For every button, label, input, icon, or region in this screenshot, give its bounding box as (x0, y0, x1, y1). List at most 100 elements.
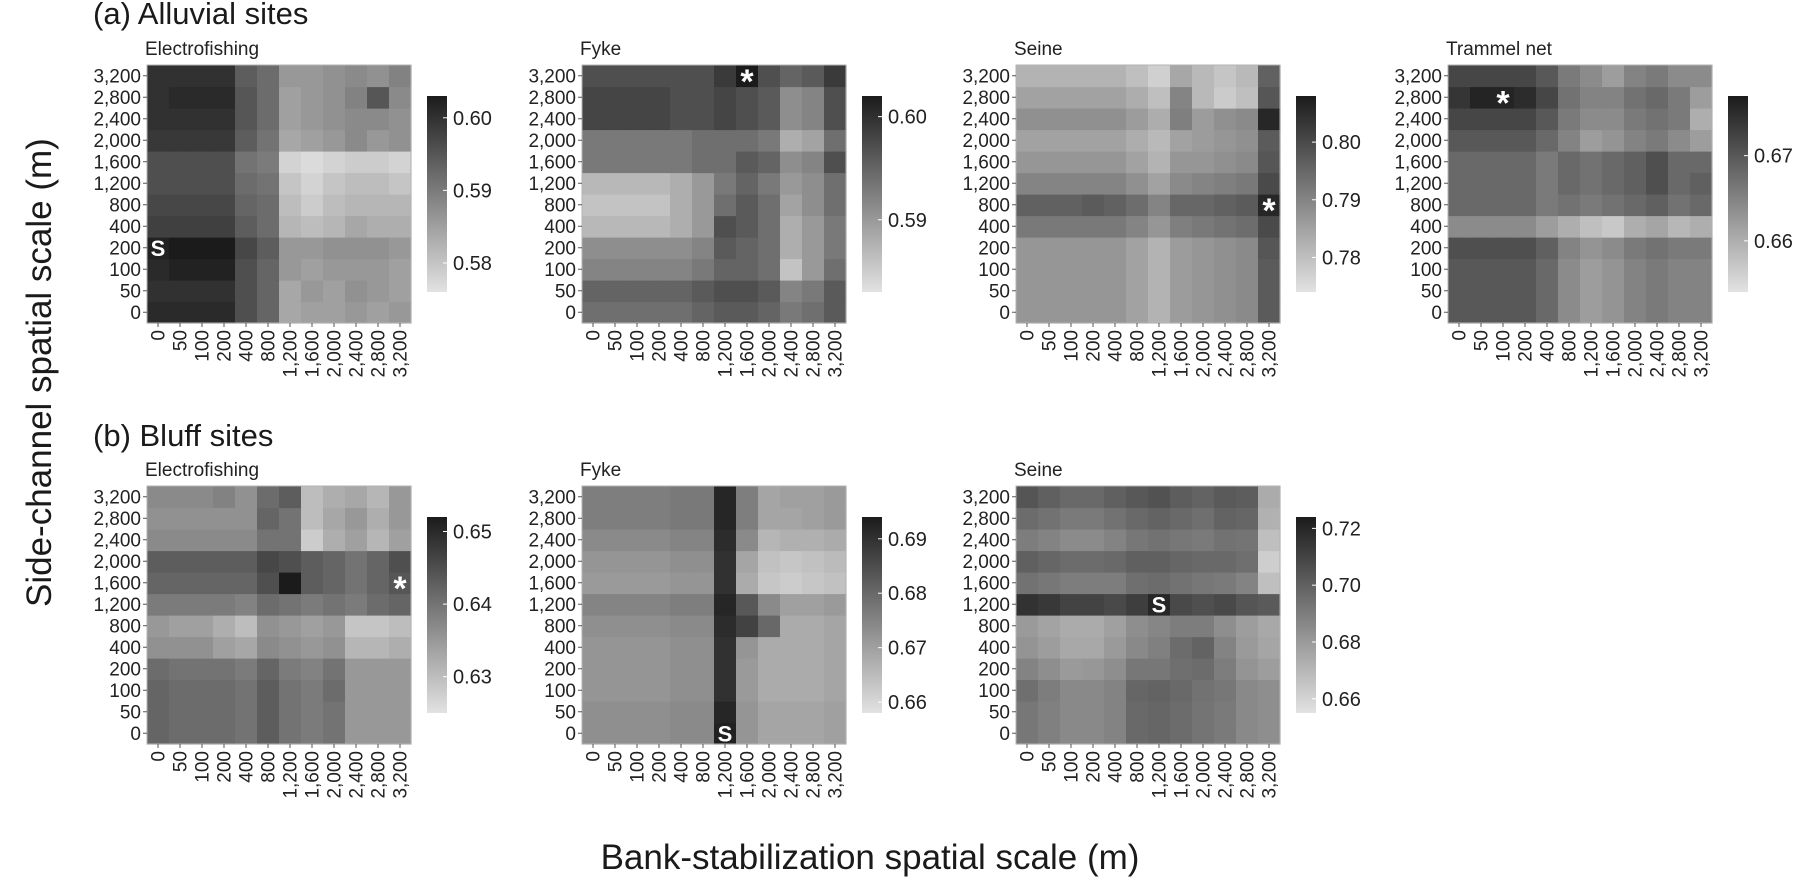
heatmap-cell (1624, 151, 1647, 174)
heatmap-cell (1236, 593, 1259, 616)
heatmap-cell (191, 679, 214, 702)
legend-tick-label: 0.58 (453, 253, 492, 275)
heatmap-cell (1148, 301, 1171, 324)
y-tick-label: 3,200 (93, 66, 141, 87)
heatmap-cell (1038, 593, 1061, 616)
heatmap-cell (1192, 151, 1215, 174)
x-tick-label: 1,600 (1172, 751, 1193, 799)
heatmap-cell (648, 722, 671, 745)
heatmap-cell (1258, 258, 1281, 281)
heatmap-cell (279, 550, 302, 573)
heatmap-cell (1016, 86, 1039, 109)
heatmap-cell (1082, 86, 1105, 109)
heatmap-cell (604, 529, 627, 552)
heatmap-cell (1192, 593, 1215, 616)
heatmap-cell (345, 486, 368, 509)
heatmap-cell (648, 529, 671, 552)
heatmap-cell (1514, 129, 1537, 152)
heatmap-cell (235, 593, 258, 616)
y-tick-label: 100 (544, 681, 576, 702)
y-tick-label: 2,000 (93, 131, 141, 152)
heatmap-cell (626, 486, 649, 509)
heatmap-cell (323, 636, 346, 659)
x-tick-label: 100 (1062, 751, 1083, 783)
heatmap-cell (367, 507, 390, 530)
heatmap-cell (626, 636, 649, 659)
heatmap-cell (1646, 108, 1669, 131)
heatmap-cell (1104, 550, 1127, 573)
heatmap-cell (1082, 215, 1105, 238)
heatmap-cell (323, 593, 346, 616)
heatmap-cell (1470, 237, 1493, 260)
heatmap-cell (1060, 258, 1083, 281)
heatmap-cell (758, 507, 781, 530)
heatmap-cell (1536, 172, 1559, 195)
heatmap-cell (213, 658, 236, 681)
heatmap-cell (1038, 615, 1061, 638)
heatmap-cell (692, 658, 715, 681)
heatmap-cell (367, 86, 390, 109)
legend-colorbar (862, 517, 882, 713)
heatmap-cell (1104, 615, 1127, 638)
heatmap-cell (367, 280, 390, 303)
heatmap-cell (1492, 108, 1515, 131)
heatmap-cell (582, 65, 605, 88)
heatmap-cell (389, 172, 412, 195)
legend-tick-label: 0.60 (453, 108, 492, 130)
y-tick-label: 100 (1410, 260, 1442, 281)
heatmap-cell (626, 258, 649, 281)
heatmap-cell (714, 65, 737, 88)
x-tick-label: 3,200 (826, 751, 847, 799)
heatmap-panel: Trammel net0501002004008001,2001,6002,00… (1394, 39, 1792, 378)
heatmap-cell (604, 108, 627, 131)
heatmap-cell (1038, 86, 1061, 109)
heatmap-cell (736, 129, 759, 152)
heatmap-cell (736, 636, 759, 659)
heatmap-cell (1060, 151, 1083, 174)
heatmap-cell (323, 172, 346, 195)
heatmap-cell (692, 679, 715, 702)
heatmap-cell (1536, 65, 1559, 88)
x-tick-label: 800 (694, 751, 715, 783)
y-tick-label: 1,200 (528, 174, 576, 195)
heatmap-cell (1148, 701, 1171, 724)
y-tick-label: 50 (555, 281, 576, 302)
heatmap-cell (213, 529, 236, 552)
x-tick-label: 50 (1040, 330, 1061, 351)
heatmap-cell (147, 701, 170, 724)
legend-tick-label: 0.68 (888, 583, 927, 605)
heatmap-cell (367, 701, 390, 724)
heatmap-cell (1668, 86, 1691, 109)
heatmap-cell (1536, 237, 1559, 260)
best-fit-marker: * (1496, 84, 1510, 122)
y-tick-label: 2,800 (528, 88, 576, 109)
heatmap-cell (670, 65, 693, 88)
x-tick-label: 400 (1106, 330, 1127, 362)
heatmap-cell (1236, 151, 1259, 174)
heatmap-cell (780, 194, 803, 217)
heatmap-cell (582, 280, 605, 303)
panel-border (1447, 64, 1713, 324)
y-tick-label: 0 (130, 303, 141, 324)
heatmap-cell (279, 237, 302, 260)
y-tick-label: 2,400 (962, 109, 1010, 130)
heatmap-cell (714, 593, 737, 616)
heatmap-cell (389, 108, 412, 131)
heatmap-cell (191, 550, 214, 573)
heatmap-cell (389, 65, 412, 88)
heatmap-cell (1214, 486, 1237, 509)
heatmap-cell (147, 529, 170, 552)
heatmap-cell (1258, 301, 1281, 324)
heatmap-cell (714, 301, 737, 324)
heatmap-cell (1148, 65, 1171, 88)
y-tick-label: 1,600 (962, 573, 1010, 594)
heatmap-cell (1470, 301, 1493, 324)
x-tick-label: 1,600 (1604, 330, 1625, 378)
heatmap-cell (1192, 129, 1215, 152)
heatmap-cell (257, 572, 280, 595)
x-tick-label: 200 (1084, 330, 1105, 362)
heatmap-cell (213, 486, 236, 509)
panel-border (146, 64, 412, 324)
heatmap-cell (1126, 615, 1149, 638)
